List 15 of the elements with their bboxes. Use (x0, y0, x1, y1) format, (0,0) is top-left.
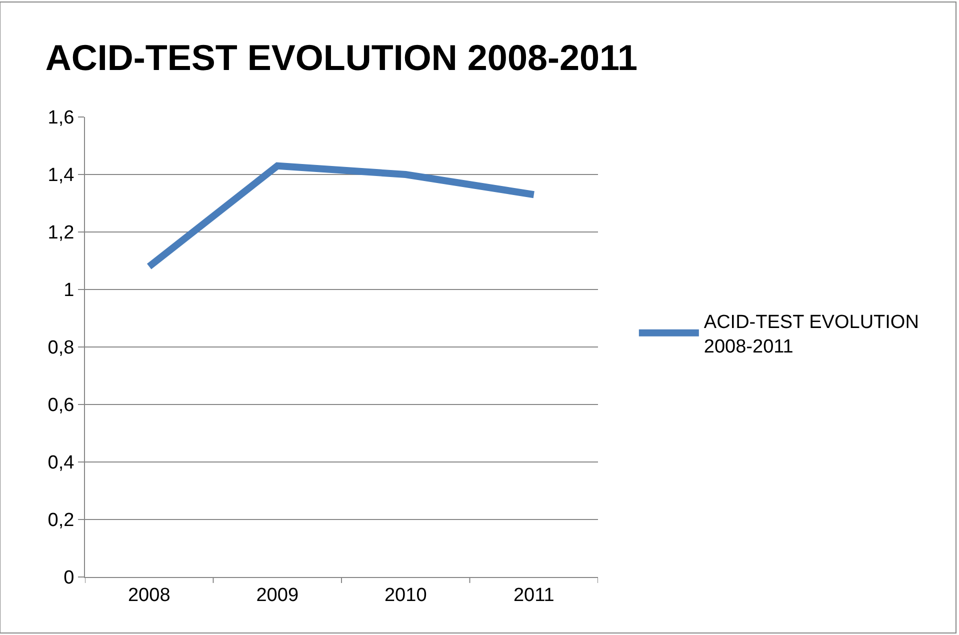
x-tick-label: 2010 (384, 584, 427, 606)
y-tick-label: 0,8 (48, 338, 74, 359)
x-tick-label: 2009 (256, 584, 299, 606)
y-tick-label: 1,6 (48, 108, 74, 129)
y-tick-label: 1 (64, 280, 74, 302)
y-tick-label: 0,4 (48, 452, 75, 474)
chart-title: ACID-TEST EVOLUTION 2008-2011 (45, 36, 638, 78)
x-tick-label: 2011 (513, 584, 554, 606)
y-tick-label: 1,2 (48, 222, 74, 244)
x-tick-label: 2008 (128, 584, 170, 606)
legend-label: ACID-TEST EVOLUTION 2008-2011 (704, 312, 919, 358)
y-tick-label: 0 (64, 568, 74, 589)
y-tick-label: 0,6 (48, 395, 74, 416)
y-tick-label: 1,4 (48, 165, 75, 186)
y-tick-label: 0,2 (48, 510, 74, 532)
